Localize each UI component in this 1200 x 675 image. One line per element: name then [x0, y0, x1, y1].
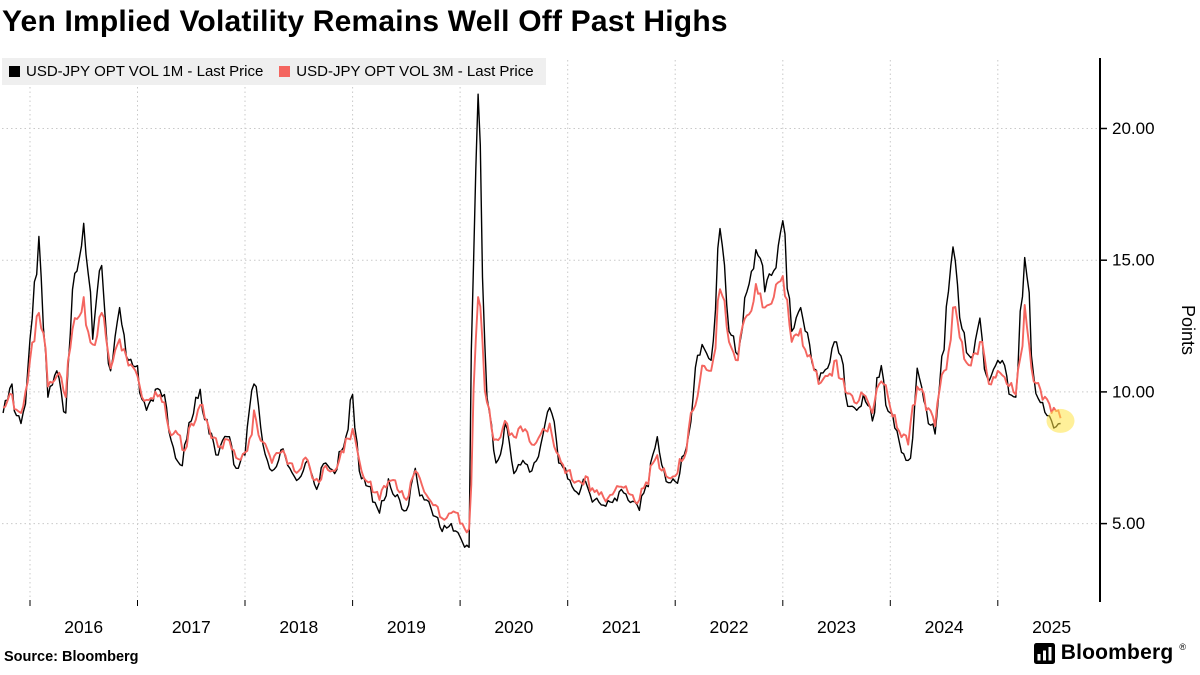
- x-axis-label: 2024: [925, 617, 964, 637]
- x-axis-label: 2025: [1032, 617, 1071, 637]
- chart-title: Yen Implied Volatility Remains Well Off …: [2, 5, 728, 38]
- chart-legend: USD-JPY OPT VOL 1M - Last Price USD-JPY …: [2, 58, 546, 85]
- bloomberg-logo: Bloomberg ®: [1033, 641, 1186, 665]
- x-axis-label: 2017: [172, 617, 211, 637]
- series-line-usd-jpy-opt-vol-3m: [2, 275, 1062, 534]
- x-axis-label: 2020: [494, 617, 533, 637]
- x-axis-label: 2019: [387, 617, 426, 637]
- y-axis-label: 15.00: [1112, 251, 1155, 270]
- y-axis-label: 10.00: [1112, 382, 1155, 401]
- x-axis-label: 2023: [817, 617, 856, 637]
- source-attribution: Source: Bloomberg: [4, 649, 139, 665]
- series-1m-swatch-icon: [9, 66, 20, 77]
- legend-item-1m: USD-JPY OPT VOL 1M - Last Price: [9, 63, 263, 80]
- legend-label-1m: USD-JPY OPT VOL 1M - Last Price: [26, 63, 264, 80]
- x-axis-label: 2022: [710, 617, 749, 637]
- bloomberg-logo-icon: [1033, 642, 1055, 664]
- x-axis-label: 2021: [602, 617, 641, 637]
- y-axis-label: 20.00: [1112, 119, 1155, 138]
- x-axis-label: 2018: [279, 617, 318, 637]
- legend-label-3m: USD-JPY OPT VOL 3M - Last Price: [296, 63, 534, 80]
- y-axis-title: Points: [1178, 305, 1198, 355]
- series-line-usd-jpy-opt-vol-1m: [2, 93, 1061, 548]
- x-axis-label: 2016: [64, 617, 103, 637]
- registered-mark: ®: [1179, 642, 1186, 652]
- latest-point-highlight: [1046, 408, 1075, 433]
- bloomberg-wordmark: Bloomberg: [1060, 641, 1174, 664]
- legend-item-3m: USD-JPY OPT VOL 3M - Last Price: [279, 63, 534, 80]
- y-axis-label: 5.00: [1112, 514, 1145, 533]
- series-3m-swatch-icon: [279, 66, 291, 77]
